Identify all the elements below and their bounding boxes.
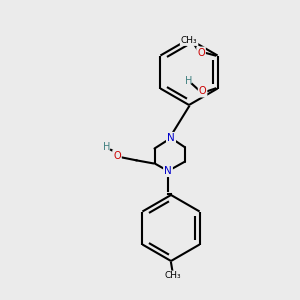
Text: O: O xyxy=(199,86,206,97)
Text: CH₃: CH₃ xyxy=(181,36,197,45)
Text: O: O xyxy=(197,47,205,58)
Text: N: N xyxy=(167,133,175,143)
Text: H: H xyxy=(185,76,193,86)
Text: H: H xyxy=(103,142,110,152)
Text: N: N xyxy=(167,133,175,143)
Text: CH₃: CH₃ xyxy=(164,272,181,280)
Text: O: O xyxy=(113,151,121,161)
Text: N: N xyxy=(164,166,172,176)
